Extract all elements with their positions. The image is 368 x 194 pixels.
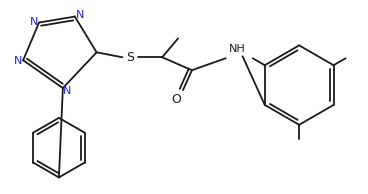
Text: N: N <box>63 86 71 96</box>
Text: S: S <box>126 51 134 64</box>
Text: N: N <box>30 16 38 27</box>
Text: O: O <box>171 94 181 107</box>
Text: NH: NH <box>229 44 245 54</box>
Text: N: N <box>14 56 22 66</box>
Text: N: N <box>75 10 84 20</box>
